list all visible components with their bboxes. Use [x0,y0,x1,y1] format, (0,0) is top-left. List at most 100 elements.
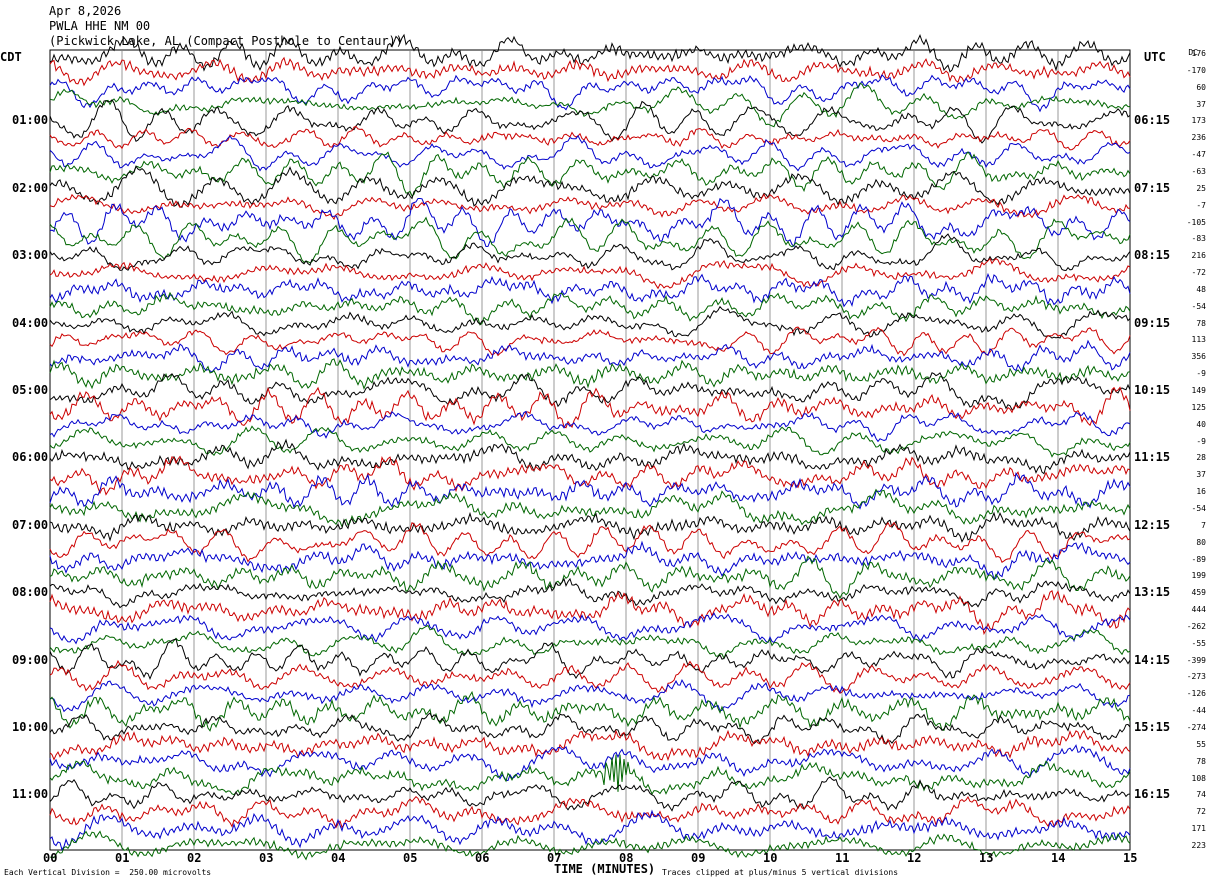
right-time-label: 10:15 [1134,383,1171,398]
seismic-trace [49,425,1131,458]
x-tick-label: 04 [331,851,346,865]
dc-offset-label: 176 [1191,49,1206,58]
dc-offset-label: 223 [1191,841,1206,850]
seismic-trace [49,577,1131,609]
seismic-trace [49,56,1131,87]
dc-offset-label: 113 [1191,335,1206,345]
right-time-label: 15:15 [1134,720,1171,735]
dc-offset-label: -54 [1191,503,1206,513]
dc-offset-label: -63 [1191,166,1206,176]
left-time-label: 05:00 [12,383,49,398]
x-tick-label: 05 [403,851,418,865]
right-time-label: 11:15 [1134,450,1171,465]
dc-offset-label: -44 [1191,706,1206,716]
seismic-trace [49,358,1131,390]
dc-offset-label: 74 [1196,790,1206,800]
station-id: PWLA HHE NM 00 [49,19,151,33]
dc-offset-label: 173 [1191,116,1206,126]
dc-offset-label: -83 [1191,234,1206,244]
seismic-trace [49,690,1131,732]
x-tick-label: 00 [43,851,58,865]
dc-offset-label: 78 [1196,318,1206,328]
plot-date: Apr 8,2026 [49,4,122,18]
seismic-trace [49,678,1131,713]
x-tick-label: 02 [187,851,202,865]
seismic-trace [49,488,1131,528]
dc-offset-label: 236 [1191,133,1206,143]
right-time-label: 09:15 [1134,315,1171,330]
left-time-label: 09:00 [12,652,49,667]
x-tick-label: 08 [619,851,634,865]
seismic-trace [49,555,1131,600]
seismic-trace [49,74,1131,113]
seismic-trace [49,257,1131,290]
right-time-label: 08:15 [1134,248,1171,263]
seismic-trace [49,438,1131,475]
dc-offset-label: 37 [1196,99,1206,109]
dc-offset-label: 40 [1196,419,1206,429]
seismic-trace [49,291,1131,326]
left-time-label: 02:00 [12,180,49,195]
dc-offset-label: -54 [1191,301,1206,311]
seismic-trace [49,233,1131,272]
right-time-label: 06:15 [1134,113,1171,128]
dc-offset-label: 149 [1191,386,1206,396]
dc-offset-label: 55 [1196,739,1206,749]
dc-offset-label: 78 [1196,756,1206,766]
left-time-label: 11:00 [12,787,49,802]
seismic-trace [49,216,1131,264]
seismic-trace [49,125,1131,151]
dc-offset-label: -9 [1196,369,1206,379]
x-tick-label: 09 [691,851,706,865]
dc-offset-label: 48 [1196,284,1206,294]
left-time-label: 06:00 [12,450,49,465]
seismic-trace [49,540,1131,580]
dc-offset-label: -89 [1191,554,1206,564]
dc-offset-label: 80 [1196,537,1206,547]
x-tick-label: 12 [907,851,922,865]
seismic-trace [49,99,1131,144]
dc-offset-label: 459 [1191,588,1206,598]
seismic-trace [49,754,1131,796]
dc-offset-label: 37 [1196,470,1206,480]
dc-offset-label: 72 [1196,807,1206,817]
dc-offset-label: 25 [1196,183,1206,193]
dc-offset-label: 16 [1196,487,1206,497]
seismic-trace [49,521,1131,563]
seismic-trace [49,197,1131,248]
seismic-trace [49,712,1131,746]
seismic-trace [49,809,1131,852]
dc-offset-label: -126 [1186,689,1206,699]
left-timezone-label: CDT [0,50,22,64]
dc-offset-label: -399 [1186,655,1206,665]
dc-offset-label: 108 [1191,773,1206,783]
seismic-trace [49,134,1131,172]
seismic-trace [49,638,1131,681]
dc-offset-label: -47 [1191,150,1206,160]
right-time-label: 16:15 [1134,787,1171,802]
right-time-label: 07:15 [1134,180,1171,195]
seismic-trace [49,305,1131,339]
right-time-label: 14:15 [1134,652,1171,667]
x-tick-label: 06 [475,851,490,865]
seismic-trace [49,33,1131,73]
left-time-label: 01:00 [12,113,49,128]
dc-offset-label: -170 [1186,65,1206,75]
dc-offset-label: 356 [1191,352,1206,362]
seismic-trace [49,272,1131,308]
seismic-trace [49,151,1131,197]
dc-offset-label: 171 [1191,824,1206,834]
seismic-trace [49,326,1131,357]
left-time-label: 03:00 [12,248,49,263]
x-tick-label: 13 [979,851,994,865]
x-tick-label: 07 [547,851,562,865]
dc-offset-label: -55 [1191,638,1206,648]
dc-offset-label: -105 [1186,217,1206,227]
dc-offset-label: -7 [1196,200,1206,210]
dc-offset-label: 125 [1191,402,1206,412]
dc-header: DC [1188,48,1198,57]
seismic-trace [49,744,1131,782]
left-time-label: 04:00 [12,315,49,330]
left-time-label: 07:00 [12,517,49,532]
